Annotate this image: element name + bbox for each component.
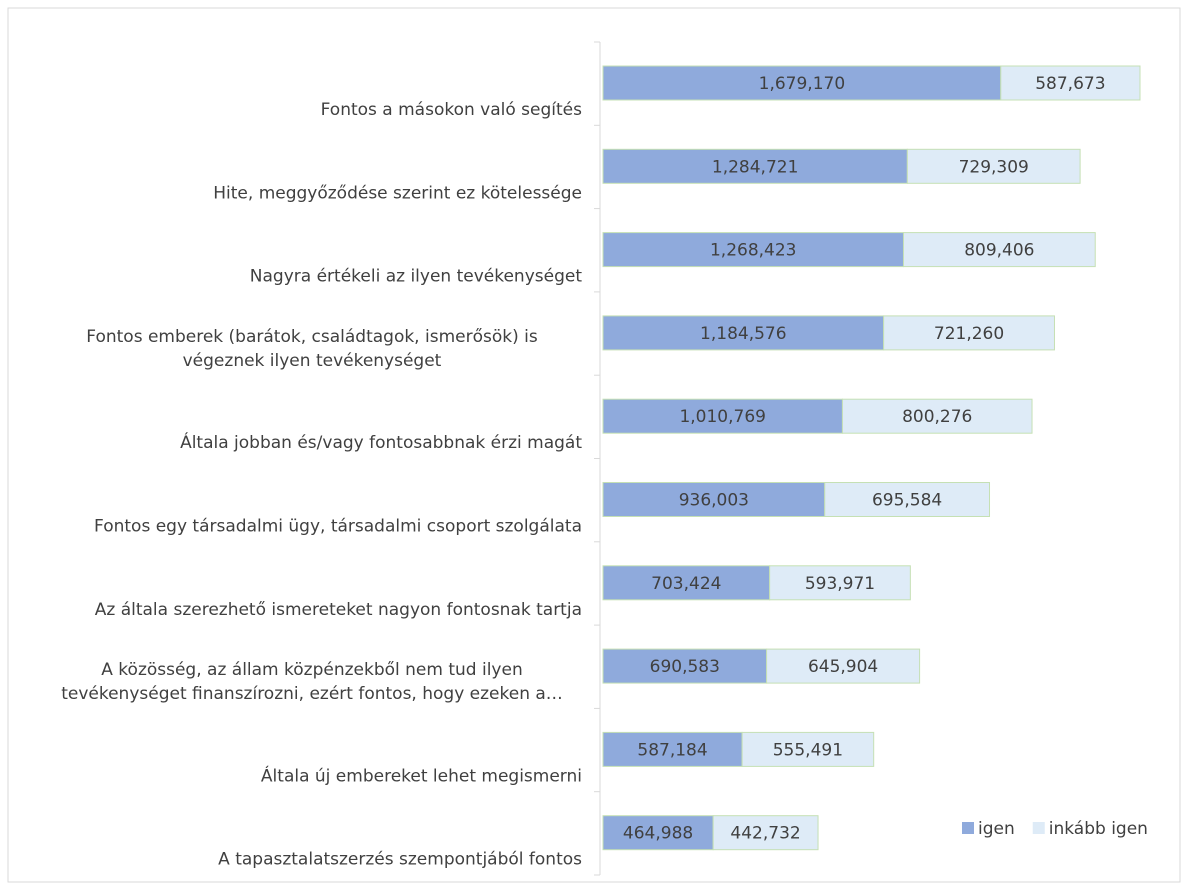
category-label: Fontos a másokon való segítés	[321, 100, 583, 120]
legend-swatch	[1032, 822, 1045, 834]
bar-segment	[602, 232, 904, 268]
data-label: 442,732	[730, 824, 800, 844]
bar-segment	[602, 565, 771, 601]
bar-segment	[841, 398, 1033, 434]
category-label: Általa jobban és/vagy fontosabbnak érzi …	[180, 431, 582, 453]
category-label: Általa új embereket lehet megismerni	[261, 764, 582, 786]
category-label: Nagyra értékeli az ilyen tevékenységet	[250, 267, 583, 287]
data-label: 1,284,721	[712, 157, 799, 177]
data-label: 1,268,423	[710, 241, 797, 261]
bar-segment	[1000, 65, 1141, 101]
bar-segment	[769, 565, 911, 601]
category-label: Hite, meggyőződése szerint ez kötelesség…	[213, 183, 582, 203]
bar-segment	[602, 398, 843, 434]
data-label: 729,309	[959, 157, 1029, 177]
data-label: 703,424	[651, 574, 721, 594]
data-label: 1,679,170	[759, 74, 846, 94]
bar-segment	[766, 648, 921, 684]
category-label: Fontos egy társadalmi ügy, társadalmi cs…	[94, 517, 582, 537]
bar-segment	[906, 148, 1081, 184]
legend-swatch	[962, 822, 974, 834]
bar-segment	[902, 232, 1096, 268]
data-label: 555,491	[773, 740, 843, 760]
data-label: 936,003	[679, 491, 749, 511]
data-label: 587,184	[637, 740, 707, 760]
data-label: 645,904	[808, 657, 878, 677]
legend-label: inkább igen	[1049, 819, 1148, 839]
bar-segment	[883, 315, 1055, 351]
category-label: Fontos emberek (barátok, családtagok, is…	[86, 327, 538, 347]
bar-segment	[602, 482, 826, 517]
category-label: Az általa szerezhető ismereteket nagyon …	[95, 600, 582, 620]
data-label: 1,184,576	[700, 324, 787, 344]
category-label: végeznek ilyen tevékenységet	[183, 351, 442, 371]
bar-segment	[602, 148, 908, 184]
bar-segment	[824, 482, 991, 517]
data-label: 593,971	[805, 574, 875, 594]
data-label: 809,406	[964, 241, 1034, 261]
data-label: 800,276	[902, 407, 972, 427]
bar-segment	[602, 648, 768, 684]
data-label: 1,010,769	[679, 407, 766, 427]
bar-segment	[741, 731, 875, 767]
category-label: A tapasztalatszerzés szempontjából fonto…	[218, 850, 582, 870]
data-label: 587,673	[1035, 74, 1105, 94]
bar-segment	[602, 815, 714, 851]
data-label: 690,583	[650, 657, 720, 677]
data-label: 695,584	[872, 491, 942, 511]
data-label: 464,988	[623, 824, 693, 844]
data-label: 721,260	[934, 324, 1004, 344]
category-label: tevékenységet finanszírozni, ezért fonto…	[61, 684, 563, 704]
bar-segment	[602, 65, 1002, 101]
bar-segment	[602, 731, 743, 767]
category-label: A közösség, az állam közpénzekből nem tu…	[101, 660, 522, 680]
bar-segment	[712, 815, 819, 851]
legend-label: igen	[978, 819, 1015, 839]
